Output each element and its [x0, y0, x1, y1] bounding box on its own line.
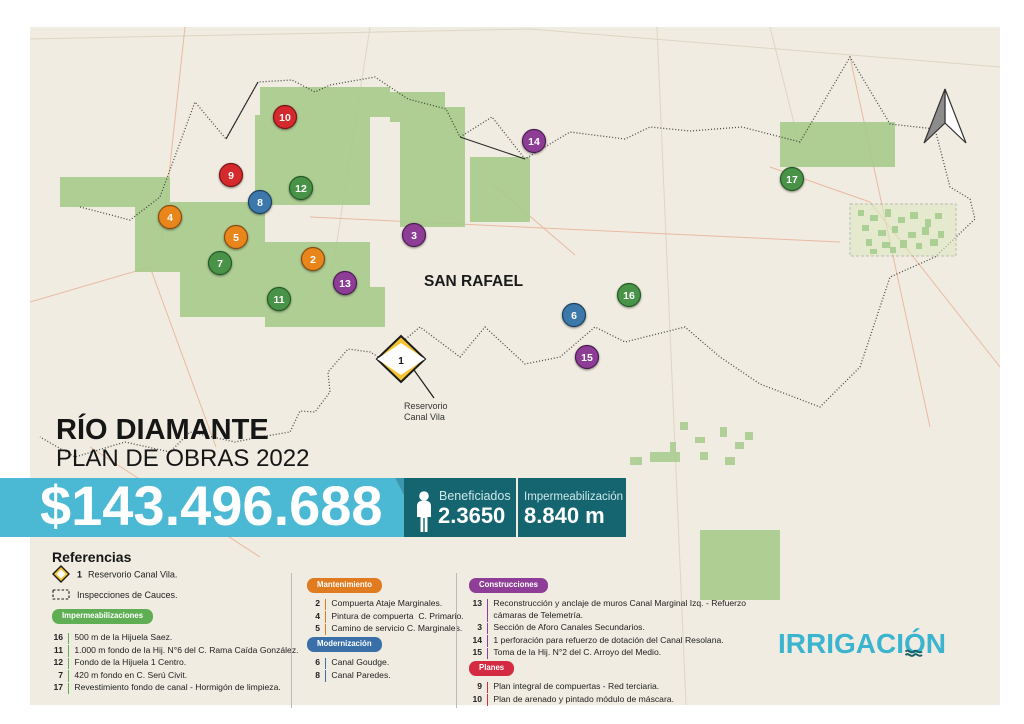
svg-text:Reservorio: Reservorio: [404, 401, 448, 411]
svg-text:Impermeabilización: Impermeabilización: [524, 491, 623, 503]
svg-text:3: 3: [411, 230, 417, 242]
svg-text:Reservorio Canal Vila.: Reservorio Canal Vila.: [88, 570, 177, 580]
svg-text:Inspecciones de Cauces.: Inspecciones de Cauces.: [77, 590, 178, 600]
svg-text:7: 7: [217, 258, 223, 270]
svg-text:$143.496.688: $143.496.688: [40, 478, 383, 537]
svg-text:11: 11: [273, 294, 284, 306]
svg-text:12: 12: [295, 183, 307, 195]
svg-text:5: 5: [233, 232, 239, 244]
svg-text:SAN RAFAEL: SAN RAFAEL: [424, 273, 523, 290]
svg-text:1: 1: [77, 570, 82, 580]
svg-text:14: 14: [528, 136, 540, 148]
svg-text:8: 8: [257, 197, 263, 209]
svg-text:Canal Vila: Canal Vila: [404, 412, 445, 422]
svg-text:4: 4: [167, 212, 173, 224]
svg-text:Beneficiados: Beneficiados: [439, 489, 511, 503]
svg-text:17: 17: [786, 174, 798, 186]
svg-text:8.840 m: 8.840 m: [524, 503, 605, 528]
svg-text:13: 13: [339, 278, 351, 290]
svg-text:2: 2: [310, 254, 316, 266]
svg-text:2.3650: 2.3650: [438, 503, 505, 528]
svg-text:9: 9: [228, 170, 234, 182]
svg-text:1: 1: [398, 356, 404, 367]
svg-text:15: 15: [581, 352, 593, 364]
svg-text:10: 10: [279, 112, 291, 124]
svg-text:16: 16: [623, 290, 635, 302]
svg-text:6: 6: [571, 310, 577, 322]
